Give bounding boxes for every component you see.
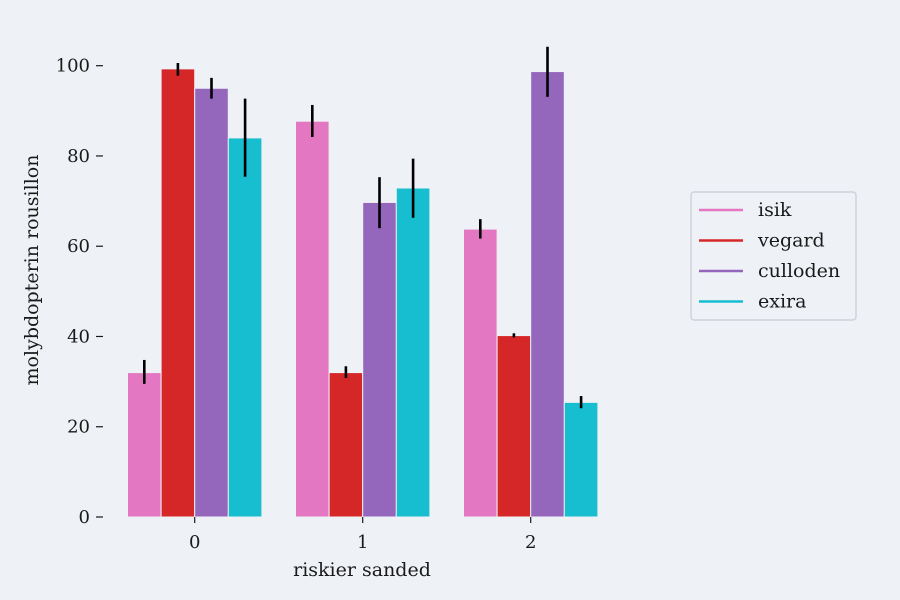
legend-box — [690, 191, 857, 321]
bar-exira-2 — [563, 401, 599, 518]
y-tick-label: 0 — [79, 507, 90, 528]
y-axis-label: molybdopterin rousillon — [21, 155, 43, 386]
bar-isik-2 — [463, 228, 498, 518]
bar-culloden-0 — [194, 87, 229, 518]
legend-label-exira: exira — [758, 291, 806, 313]
y-axis: 0 20 40 60 80 100 — [56, 56, 103, 528]
bar-culloden-1 — [362, 201, 397, 518]
bar-isik-1 — [295, 120, 330, 518]
x-axis-label: riskier sanded — [293, 559, 431, 581]
x-tick-label: 2 — [525, 532, 536, 553]
legend-label-vegard: vegard — [757, 230, 825, 252]
y-tick-label: 100 — [56, 56, 90, 77]
bar-exira-1 — [395, 187, 431, 518]
y-tick-label: 40 — [67, 326, 90, 347]
plot-area — [127, 46, 599, 518]
bar-culloden-2 — [530, 71, 565, 518]
x-tick-label: 0 — [189, 532, 200, 553]
x-axis: 0 1 2 — [189, 517, 536, 553]
bar-isik-0 — [127, 372, 162, 518]
y-tick-label: 80 — [67, 146, 90, 167]
bar-vegard-0 — [160, 68, 196, 518]
bar-exira-0 — [227, 137, 263, 518]
bar-vegard-2 — [496, 335, 532, 518]
x-tick-label: 1 — [357, 532, 368, 553]
y-tick-label: 20 — [67, 417, 90, 438]
legend-label-culloden: culloden — [758, 260, 840, 282]
legend: isik vegard culloden exira — [690, 191, 857, 321]
y-tick-label: 60 — [67, 236, 90, 257]
bar-vegard-1 — [328, 372, 364, 518]
legend-label-isik: isik — [758, 199, 792, 221]
